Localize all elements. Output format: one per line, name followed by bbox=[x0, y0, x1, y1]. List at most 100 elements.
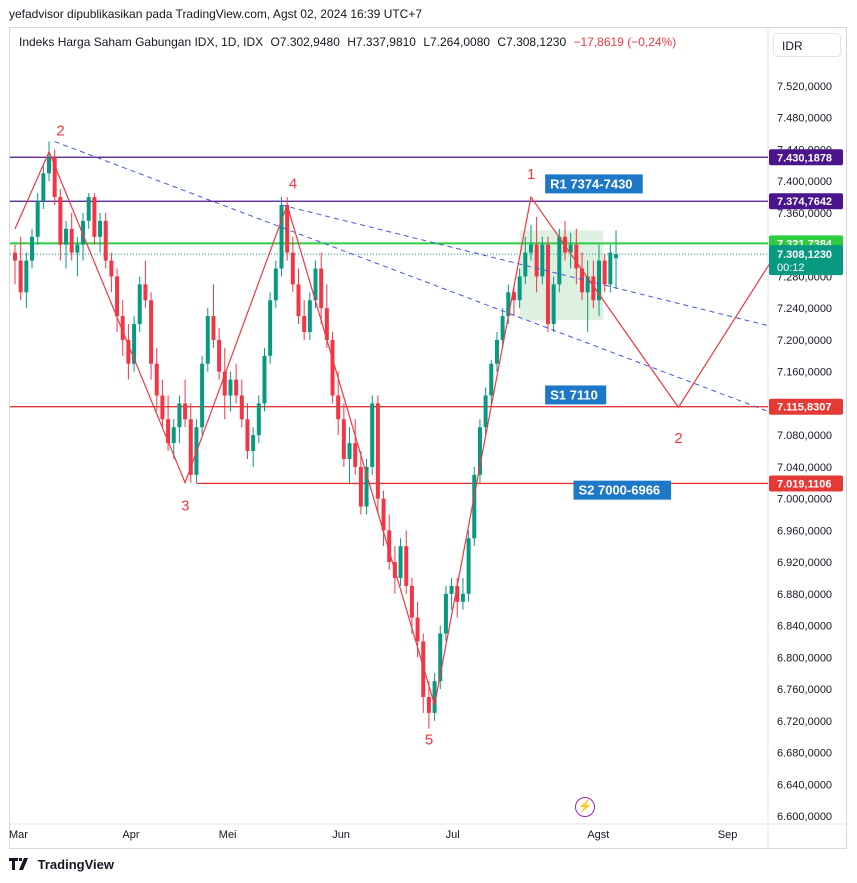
wave-label: 2 bbox=[56, 123, 64, 140]
publisher-credit: yefadvisor dipublikasikan pada TradingVi… bbox=[9, 7, 423, 21]
level-tag-text: 7.115,8307 bbox=[777, 402, 831, 414]
candle-body bbox=[285, 205, 290, 253]
y-tick-label: 6.680,0000 bbox=[777, 748, 832, 760]
candle-body bbox=[449, 585, 454, 594]
candle-body bbox=[483, 395, 488, 428]
candle-body bbox=[217, 339, 222, 372]
ohlc-high: H7.337,9810 bbox=[347, 35, 416, 49]
candle-body bbox=[506, 292, 511, 317]
candle-body bbox=[183, 403, 188, 420]
candle-body bbox=[234, 379, 239, 396]
x-tick-label: Agst bbox=[587, 829, 609, 841]
candle-body bbox=[540, 244, 545, 277]
candle-body bbox=[92, 197, 97, 237]
candle-body bbox=[120, 316, 125, 340]
candle-body bbox=[35, 201, 40, 237]
candle-body bbox=[602, 260, 607, 285]
candle-body bbox=[614, 254, 619, 259]
candle-body bbox=[591, 276, 596, 301]
candle-body bbox=[398, 546, 403, 578]
level-tag-text: 7.430,1878 bbox=[777, 152, 832, 164]
level-price-tag: 7.430,1878 bbox=[769, 149, 843, 166]
currency-selector[interactable]: IDR bbox=[773, 33, 841, 57]
candle-body bbox=[109, 260, 114, 277]
zone-label: S2 7000-6966 bbox=[573, 480, 672, 500]
wave-label: 5 bbox=[425, 732, 433, 749]
candle-body bbox=[47, 157, 52, 174]
candle-body bbox=[568, 244, 573, 253]
candle-body bbox=[528, 244, 533, 253]
candle-body bbox=[132, 324, 137, 364]
candle-body bbox=[58, 197, 63, 245]
tradingview-logo-icon bbox=[9, 858, 31, 873]
candle-body bbox=[381, 498, 386, 531]
y-tick-label: 7.480,0000 bbox=[777, 113, 832, 125]
candle-body bbox=[489, 363, 494, 396]
candle-body bbox=[273, 268, 278, 301]
level-price-tag: 7.019,1106 bbox=[769, 475, 843, 492]
y-tick-label: 6.720,0000 bbox=[777, 716, 832, 728]
wave-label: 2 bbox=[674, 430, 682, 447]
candle-body bbox=[455, 585, 460, 602]
zone-label: S1 7110 bbox=[545, 385, 607, 405]
candle-body bbox=[126, 339, 131, 364]
level-tag-bg bbox=[769, 398, 843, 415]
candle-body bbox=[41, 173, 46, 202]
tradingview-footer: TradingView bbox=[9, 857, 114, 873]
candle-body bbox=[160, 395, 165, 420]
lightning-icon[interactable]: ⚡ bbox=[575, 797, 595, 817]
level-tag-text: 7.019,1106 bbox=[777, 478, 831, 490]
candle-body bbox=[358, 466, 363, 507]
chart-frame[interactable] bbox=[9, 27, 847, 849]
y-tick-label: 6.960,0000 bbox=[777, 525, 832, 537]
candle-body bbox=[256, 403, 261, 436]
symbol-title[interactable]: Indeks Harga Saham Gabungan IDX, 1D, IDX bbox=[19, 35, 264, 49]
y-tick-label: 7.240,0000 bbox=[777, 303, 832, 315]
y-tick-label: 6.600,0000 bbox=[777, 811, 832, 823]
candle-body bbox=[239, 395, 244, 420]
level-price-tag: 7.115,8307 bbox=[769, 398, 843, 415]
ohlc-close: C7.308,1230 bbox=[497, 35, 567, 49]
level-tag-text: 7.374,7642 bbox=[777, 196, 832, 208]
y-tick-label: 7.400,0000 bbox=[777, 176, 832, 188]
candle-body bbox=[200, 363, 205, 428]
candle-body bbox=[18, 260, 23, 293]
candle-body bbox=[364, 466, 369, 507]
candle-body bbox=[137, 284, 142, 325]
candle-body bbox=[103, 220, 108, 261]
zone-label-text: S2 7000-6966 bbox=[578, 483, 660, 498]
level-tag-bg bbox=[769, 193, 843, 210]
candle-body bbox=[64, 228, 69, 245]
candle-body bbox=[222, 371, 227, 396]
candle-body bbox=[307, 300, 312, 332]
zone-label: R1 7374-7430 bbox=[545, 174, 643, 194]
y-tick-label: 6.840,0000 bbox=[777, 621, 832, 633]
x-tick-label: Jun bbox=[332, 829, 350, 841]
candle-body bbox=[574, 244, 579, 269]
wave-label: 4 bbox=[289, 176, 297, 193]
candle-body bbox=[171, 427, 176, 444]
candle-body bbox=[375, 403, 380, 499]
candle-body bbox=[404, 546, 409, 586]
x-tick-label: Mei bbox=[219, 829, 237, 841]
level-tag-bg bbox=[769, 149, 843, 166]
candle-body bbox=[409, 585, 414, 618]
x-tick-label: Apr bbox=[122, 829, 139, 841]
y-tick-label: 7.000,0000 bbox=[777, 494, 832, 506]
x-tick-label: Sep bbox=[718, 829, 738, 841]
zone-label-bg bbox=[573, 480, 672, 500]
trendline-upper bbox=[54, 141, 769, 412]
y-tick-label: 6.760,0000 bbox=[777, 684, 832, 696]
candle-body bbox=[353, 443, 358, 467]
candle-body bbox=[597, 260, 602, 301]
candle-body bbox=[370, 403, 375, 467]
ohlc-low: L7.264,0080 bbox=[423, 35, 491, 49]
candle-body bbox=[415, 617, 420, 642]
candle-body bbox=[13, 252, 17, 261]
level-price-tag: 7.374,7642 bbox=[769, 193, 843, 210]
y-tick-label: 7.160,0000 bbox=[777, 367, 832, 379]
candle-body bbox=[296, 284, 301, 317]
candle-body bbox=[477, 427, 482, 475]
candle-body bbox=[86, 197, 91, 221]
